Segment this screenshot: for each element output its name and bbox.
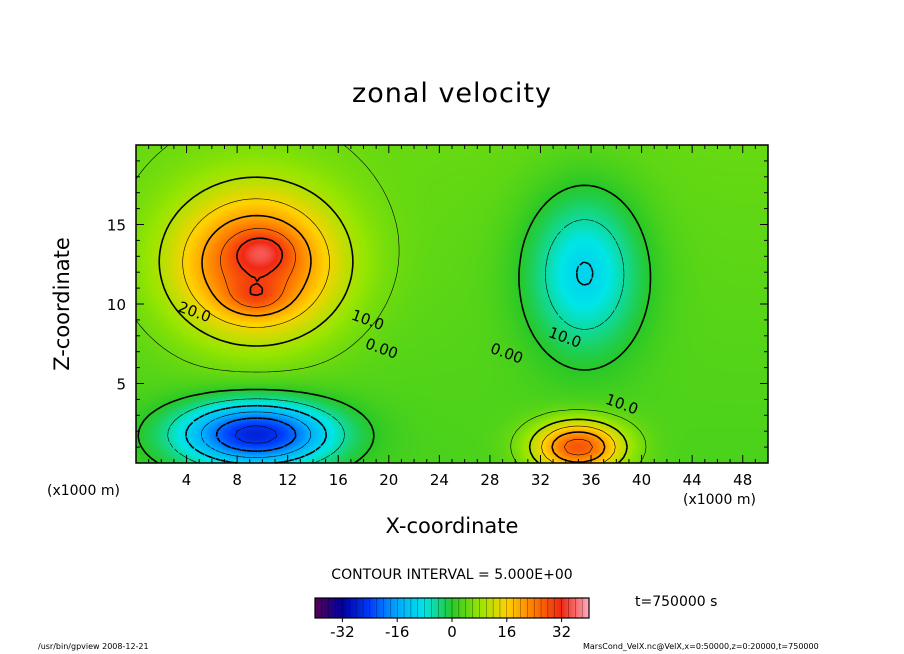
contour-line (185, 261, 594, 464)
contour-label: 10.0 (546, 323, 584, 351)
contour-line (201, 411, 312, 458)
x-tick-label: 32 (531, 471, 550, 489)
colorbar-ticks: -32 -16 0 16 32 (330, 618, 571, 641)
contour-line (182, 198, 616, 464)
contour-line (137, 184, 652, 464)
colorbar-frame (314, 597, 590, 619)
contour-label: 0.00 (363, 334, 401, 362)
colorbar-tick-label: -32 (330, 623, 355, 641)
contour-label: 20.0 (176, 298, 214, 326)
x-tick-label: 44 (683, 471, 702, 489)
contour-line (235, 425, 277, 444)
contour-interval-text: CONTOUR INTERVAL = 5.000E+00 (331, 567, 573, 583)
x-tick-label: 20 (379, 471, 398, 489)
x-tick-label: 24 (430, 471, 449, 489)
x-tick-label: 48 (733, 471, 752, 489)
time-label: t=750000 s (635, 594, 718, 610)
x-unit-left: (x1000 m) (47, 483, 120, 499)
y-tick-label: 5 (116, 376, 126, 394)
chart-title: zonal velocity (352, 78, 552, 109)
x-ticks: 4 8 12 16 20 24 28 32 36 40 44 48 (135, 145, 769, 489)
colorbar-tick-label: 32 (552, 623, 571, 641)
colorbar-gradient (315, 598, 589, 618)
x-tick-label: 40 (632, 471, 651, 489)
y-tick-label: 15 (107, 217, 126, 235)
x-tick-label: 12 (278, 471, 297, 489)
y-axis-label: Z-coordinate (50, 237, 74, 371)
contour-label: 0.00 (488, 339, 526, 367)
x-tick-label: 28 (480, 471, 499, 489)
contour-label: 10.0 (349, 306, 387, 334)
contour-line (201, 214, 606, 463)
x-tick-label: 16 (329, 471, 348, 489)
footer-left: /usr/bin/gpview 2008-12-21 (38, 642, 149, 651)
x-tick-label: 8 (232, 471, 242, 489)
plot-frame (135, 144, 769, 464)
colorbar-lines (321, 598, 583, 618)
y-tick-label: 10 (107, 296, 126, 314)
y-ticks: 5 10 15 (107, 144, 768, 464)
colorbar-tick-label: -16 (385, 623, 410, 641)
contour-line (236, 237, 284, 297)
contour-lines (135, 144, 652, 464)
velocity-field (136, 145, 768, 463)
colorbar-tick-label: 16 (497, 623, 516, 641)
contour-line (135, 144, 647, 464)
contour-line (215, 417, 297, 452)
contour-label: 10.0 (603, 390, 641, 418)
x-axis-label: X-coordinate (385, 514, 519, 538)
x-tick-label: 4 (182, 471, 192, 489)
x-unit-right: (x1000 m) (683, 492, 756, 508)
contour-line (220, 228, 593, 456)
contour-line (167, 219, 625, 464)
colorbar-tick-label: 0 (447, 623, 457, 641)
footer-right: MarsCond_VelX.nc@VelX,x=0:50000,z=0:2000… (583, 642, 819, 651)
contour-line (158, 176, 628, 464)
x-tick-label: 36 (581, 471, 600, 489)
